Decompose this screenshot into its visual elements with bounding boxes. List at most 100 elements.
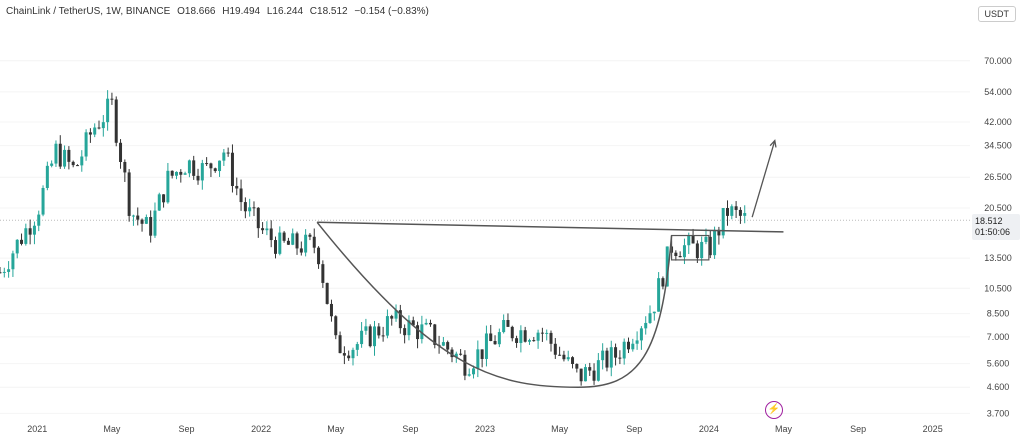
- last-price-value: 18.512: [975, 216, 1003, 226]
- candle-body: [678, 256, 682, 258]
- candle-body: [652, 311, 656, 314]
- candle-body: [695, 243, 699, 259]
- candle-body: [157, 194, 161, 211]
- candle-body: [192, 160, 196, 176]
- y-tick-label: 8.500: [987, 309, 1010, 319]
- candle-body: [248, 207, 252, 212]
- breakout-arrow: [751, 140, 776, 218]
- candle-body: [657, 278, 661, 312]
- grid-layer: [0, 60, 970, 414]
- candle-body: [489, 333, 493, 342]
- candle-body: [476, 349, 480, 369]
- candle-body: [291, 233, 295, 245]
- y-tick-label: 4.600: [987, 382, 1010, 392]
- x-tick-label: 2025: [923, 424, 943, 434]
- candle-body: [377, 326, 381, 336]
- x-axis: 2021 May Sep 2022 May Sep 2023 May Sep 2024 May Sep…: [27, 424, 942, 434]
- candle-body: [140, 219, 144, 224]
- candle-body: [601, 350, 605, 361]
- candle-body: [648, 313, 652, 323]
- candle-body: [286, 240, 290, 245]
- candle-body: [622, 341, 626, 359]
- candle-body: [373, 326, 377, 347]
- candle-body: [37, 214, 41, 226]
- symbol-name[interactable]: ChainLink / TetherUS, 1W, BINANCE: [6, 6, 171, 17]
- candle-body: [579, 368, 583, 382]
- candle-body: [726, 208, 729, 216]
- lightning-icon[interactable]: ⚡: [765, 401, 783, 419]
- candle-body: [515, 338, 519, 343]
- candle-body: [252, 207, 256, 209]
- candle-body: [329, 303, 333, 317]
- candle-body: [119, 142, 123, 162]
- candle-body: [450, 349, 454, 358]
- candle-body: [467, 374, 471, 376]
- candle-body: [162, 194, 166, 203]
- candle-body: [235, 185, 239, 189]
- candle-body: [347, 355, 351, 359]
- y-tick-label: 10.500: [984, 283, 1012, 293]
- candle-body: [575, 363, 579, 369]
- neckline: [317, 221, 784, 233]
- x-tick-label: 2024: [699, 424, 719, 434]
- y-tick-label: 13.500: [984, 253, 1012, 263]
- candle-body: [523, 330, 527, 342]
- candle-body: [385, 316, 389, 336]
- candle-body: [11, 253, 15, 270]
- x-tick-label: 2022: [251, 424, 271, 434]
- x-tick-label: 2021: [27, 424, 47, 434]
- candle-body: [88, 132, 92, 135]
- candle-body: [635, 340, 639, 344]
- candle-body: [149, 217, 153, 236]
- candles-layer: [0, 90, 747, 386]
- candle-body: [15, 239, 19, 254]
- candle-body: [536, 332, 540, 341]
- candle-body: [609, 347, 613, 368]
- candle-body: [153, 210, 157, 236]
- candle-body: [661, 278, 665, 287]
- candle-body: [708, 236, 712, 256]
- candle-body: [566, 357, 570, 360]
- candle-body: [317, 247, 321, 265]
- x-tick-label: May: [327, 424, 345, 434]
- ohlc-high: H19.494: [222, 6, 261, 17]
- y-tick-label: 26.500: [984, 172, 1012, 182]
- candle-body: [540, 332, 544, 334]
- candle-body: [308, 234, 312, 237]
- candle-body: [7, 269, 11, 272]
- candle-body: [166, 170, 170, 203]
- candle-body: [411, 320, 415, 326]
- candle-body: [463, 354, 467, 376]
- candle-body: [446, 342, 450, 350]
- cup-curve: [316, 221, 673, 388]
- y-tick-label: 3.700: [987, 408, 1010, 418]
- candle-body: [351, 349, 355, 359]
- candle-body: [2, 271, 6, 273]
- candle-body: [713, 229, 717, 256]
- candle-body: [243, 202, 247, 212]
- candle-body: [631, 343, 635, 350]
- candle-body: [730, 206, 734, 216]
- candle-body: [222, 152, 226, 161]
- candle-body: [441, 342, 445, 346]
- candle-body: [41, 187, 45, 215]
- candle-body: [506, 320, 510, 327]
- candle-body: [274, 240, 278, 254]
- candle-body: [71, 161, 75, 166]
- candle-body: [45, 165, 49, 188]
- candle-body: [682, 245, 686, 258]
- y-tick-label: 54.000: [984, 87, 1012, 97]
- candle-body: [665, 246, 669, 287]
- candle-body: [299, 248, 303, 253]
- y-tick-label: 42.000: [984, 117, 1012, 127]
- candle-body: [734, 206, 738, 210]
- candle-body: [50, 163, 54, 166]
- candle-body: [187, 160, 191, 174]
- candle-body: [200, 163, 204, 181]
- currency-button[interactable]: USDT: [977, 6, 1016, 22]
- candle-body: [497, 332, 501, 345]
- annotations-layer: [316, 139, 784, 388]
- y-tick-label: 5.600: [987, 359, 1010, 369]
